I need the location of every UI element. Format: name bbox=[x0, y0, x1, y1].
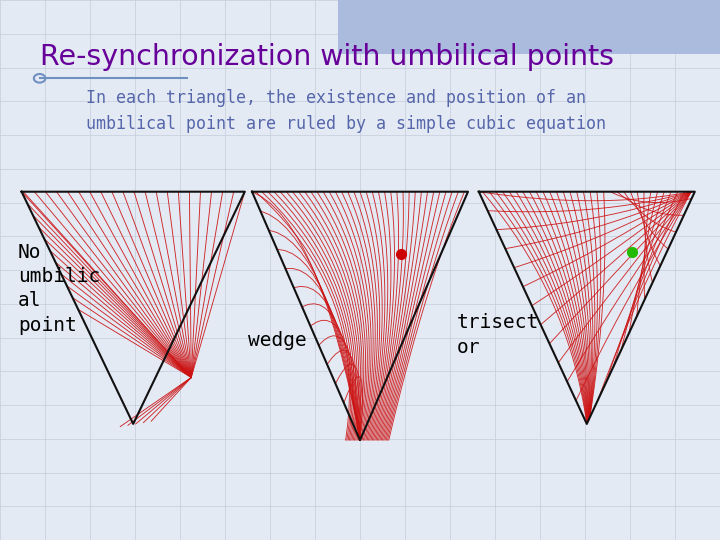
Text: In each triangle, the existence and position of an
umbilical point are ruled by : In each triangle, the existence and posi… bbox=[86, 89, 606, 132]
Text: No
umbilic
al
point: No umbilic al point bbox=[18, 243, 100, 335]
Bar bbox=[338, 0, 720, 54]
Text: trisect
or: trisect or bbox=[457, 313, 539, 357]
Text: Re-synchronization with umbilical points: Re-synchronization with umbilical points bbox=[40, 43, 613, 71]
Text: wedge: wedge bbox=[248, 330, 307, 350]
